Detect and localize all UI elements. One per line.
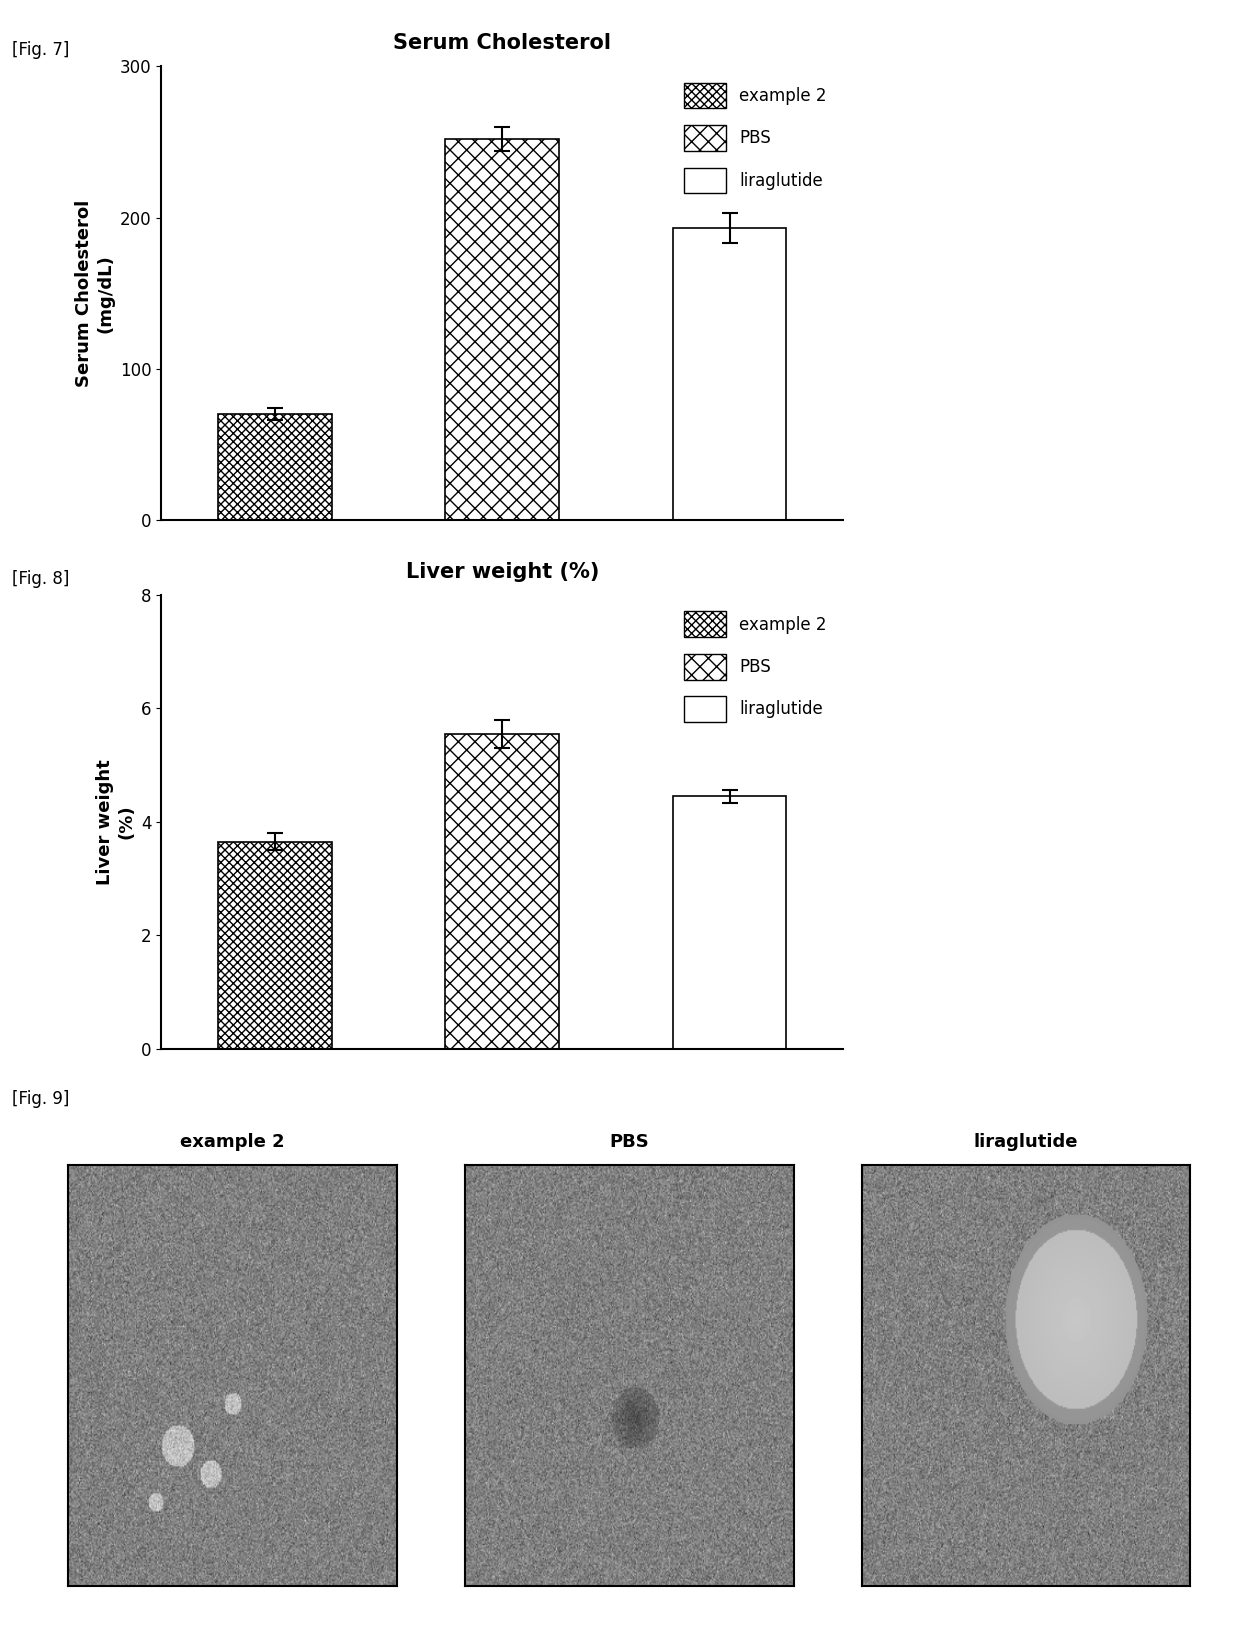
Bar	[218, 843, 332, 1049]
Bar	[218, 415, 332, 520]
Text: [Fig. 9]: [Fig. 9]	[12, 1090, 69, 1108]
Text: [Fig. 8]: [Fig. 8]	[12, 570, 69, 588]
Bar	[445, 139, 559, 520]
Legend: example 2, PBS, liraglutide: example 2, PBS, liraglutide	[676, 74, 835, 202]
Y-axis label: Serum Cholesterol
(mg/dL): Serum Cholesterol (mg/dL)	[76, 200, 114, 387]
Y-axis label: Liver weight
(%): Liver weight (%)	[97, 758, 135, 885]
Text: PBS: PBS	[609, 1133, 650, 1151]
Bar	[445, 733, 559, 1049]
Text: example 2: example 2	[180, 1133, 285, 1151]
Bar	[672, 796, 786, 1049]
Bar	[672, 228, 786, 520]
Text: [Fig. 7]: [Fig. 7]	[12, 41, 69, 59]
Title: Liver weight (%): Liver weight (%)	[405, 562, 599, 582]
Legend: example 2, PBS, liraglutide: example 2, PBS, liraglutide	[676, 603, 835, 730]
Text: liraglutide: liraglutide	[973, 1133, 1079, 1151]
Title: Serum Cholesterol: Serum Cholesterol	[393, 33, 611, 53]
